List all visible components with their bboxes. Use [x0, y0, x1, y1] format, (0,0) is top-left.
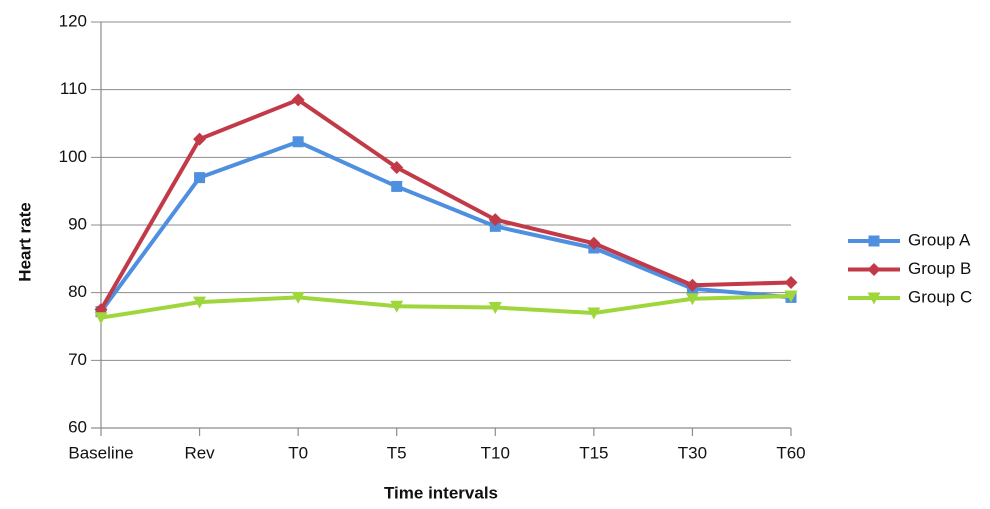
series-line [99, 97, 792, 311]
x-tick-label: Rev [184, 443, 215, 462]
data-point [784, 276, 798, 290]
y-tick-label: 60 [68, 417, 87, 436]
y-axis-title: Heart rate [15, 202, 34, 281]
y-tick-label: 120 [59, 11, 87, 30]
legend-label: Group A [908, 230, 971, 249]
y-tick-label: 90 [68, 214, 87, 233]
x-tick-label: T10 [481, 443, 510, 462]
legend-label: Group C [908, 287, 972, 306]
x-tick-label: T15 [579, 443, 608, 462]
data-point [390, 160, 404, 174]
legend-marker [868, 235, 880, 247]
data-point [489, 220, 501, 232]
data-point [784, 290, 798, 303]
data-point [587, 236, 601, 250]
x-tick-label: T5 [387, 443, 407, 462]
data-point [391, 180, 403, 192]
y-tick-label: 70 [68, 350, 87, 369]
y-tick-label: 110 [60, 79, 87, 98]
x-tick-label: T60 [776, 443, 805, 462]
data-point [194, 172, 206, 184]
legend-marker [867, 263, 881, 276]
x-tick-label: T0 [288, 443, 308, 462]
x-tick-label: T30 [678, 443, 707, 462]
data-point [685, 293, 699, 306]
data-point [685, 278, 699, 292]
data-point [390, 300, 404, 313]
x-axis-title: Time intervals [384, 483, 498, 502]
x-tick-label: Baseline [68, 443, 133, 462]
legend-label: Group B [908, 259, 971, 278]
data-point [587, 307, 601, 320]
data-point [291, 93, 305, 107]
y-tick-label: 80 [68, 282, 87, 301]
data-point [488, 213, 502, 227]
data-point [291, 291, 305, 304]
data-point [193, 132, 207, 146]
legend-marker [867, 292, 881, 305]
series-line [99, 139, 792, 313]
data-point [94, 312, 108, 325]
data-point [488, 302, 502, 315]
data-point [193, 296, 207, 309]
y-tick-label: 100 [59, 147, 87, 166]
series-line [100, 294, 792, 320]
data-point [292, 136, 304, 148]
